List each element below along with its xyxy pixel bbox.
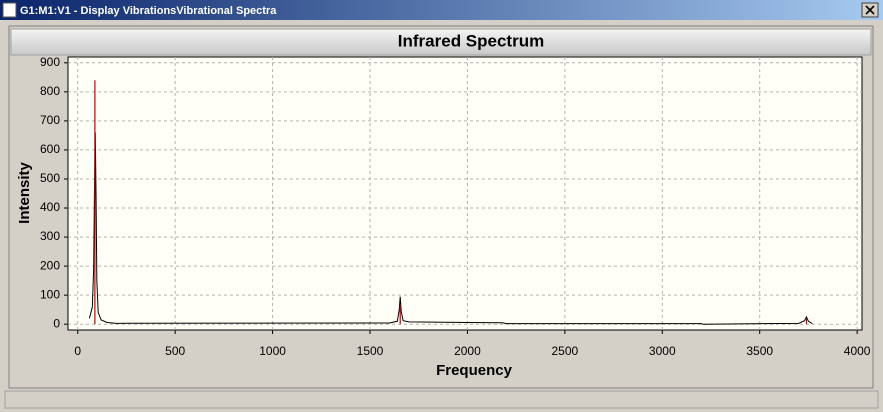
x-tick-label: 1500 <box>357 344 384 358</box>
x-tick-label: 3500 <box>746 344 773 358</box>
y-tick-label: 800 <box>40 84 60 98</box>
x-axis-label: Frequency <box>436 362 513 379</box>
chart-title: Infrared Spectrum <box>398 31 544 50</box>
x-tick-label: 3000 <box>649 344 676 358</box>
close-button[interactable] <box>861 2 879 18</box>
y-tick-label: 200 <box>40 258 60 272</box>
y-axis-label: Intensity <box>16 162 33 224</box>
window-title: G1:M1:V1 - Display VibrationsVibrational… <box>20 5 277 17</box>
plot: 0 100 200 300 400 500 600 700 800 900 0 500 1000 1500… <box>40 55 871 358</box>
y-tick-label: 300 <box>40 229 60 243</box>
window-icon <box>2 2 17 18</box>
x-tick-label: 1000 <box>259 344 286 358</box>
y-tick-label: 700 <box>40 113 60 127</box>
x-tick-label: 2500 <box>552 344 579 358</box>
y-tick-label: 100 <box>40 287 60 301</box>
status-bar <box>4 390 879 409</box>
title-bar <box>0 0 883 20</box>
y-tick-label: 900 <box>40 55 60 69</box>
spectrum-line <box>88 132 813 325</box>
plot-area <box>67 56 863 331</box>
chart-header <box>10 28 872 56</box>
y-tick-label: 400 <box>40 200 60 214</box>
x-tick-label: 500 <box>165 344 185 358</box>
y-tick-label: 500 <box>40 171 60 185</box>
x-tick-label: 4000 <box>844 344 871 358</box>
y-tick-label: 600 <box>40 142 60 156</box>
x-tick-label: 2000 <box>454 344 481 358</box>
x-tick-label: 0 <box>74 344 81 358</box>
y-tick-label: 0 <box>53 316 60 330</box>
